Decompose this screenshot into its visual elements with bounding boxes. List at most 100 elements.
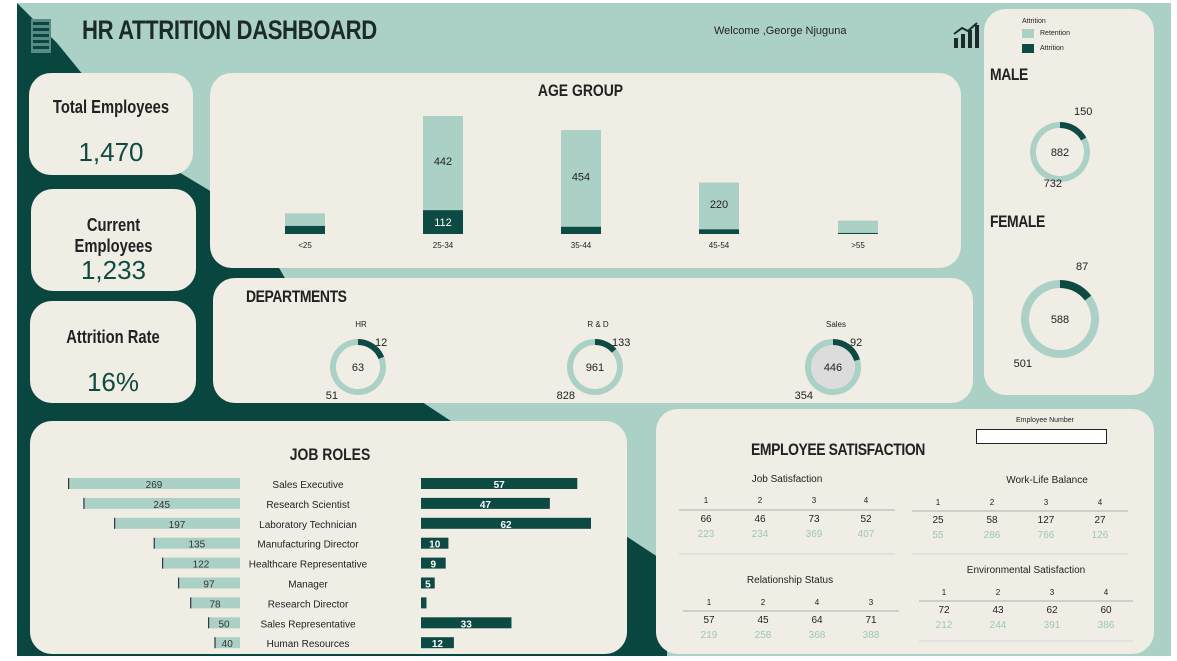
satisfaction-tables: Job Satisfaction166223246234373369452407… [679,474,1133,642]
kpi-card-attrition: Attrition Rate 16% [30,301,196,403]
kpi-value-attrition: 16% [86,367,140,397]
age-retention-data-label: 442 [434,156,452,168]
satisfaction-attrition-cell: 25 [932,515,944,526]
job-roles-chart: 269 Sales Executive 57 245 Research Scientis… [68,478,591,650]
job-role-retention-label: 269 [146,480,163,491]
age-tick-label: <25 [298,241,312,250]
satisfaction-retention-cell: 368 [809,630,826,641]
age-group-title: AGE GROUP [537,81,624,100]
job-role-attrition-label: 47 [480,500,492,511]
female-donut-retention-arc [1021,280,1099,358]
satisfaction-retention-cell: 258 [755,630,772,641]
satisfaction-header-cell: 1 [707,598,712,607]
job-roles-card: JOB ROLES 269 Sales Executive 57 245 Researc… [30,421,627,654]
satisfaction-title: EMPLOYEE SATISFACTION [751,440,925,459]
satisfaction-table-title: Relationship Status [747,575,833,586]
job-role-attrition-bar [421,617,512,629]
job-role-attrition-bar [421,497,550,509]
female-donut-retention-label: 501 [1014,358,1032,370]
kpi-label-attrition: Attrition Rate [66,327,160,347]
department-donut-retention-label: 354 [795,390,813,402]
satisfaction-retention-cell: 234 [752,529,769,540]
legend-swatch-retention [1022,29,1034,38]
legend: Attrition Retention Attrition [1022,18,1070,53]
job-role-retention-bar [208,617,240,629]
job-role-name-label: Human Resources [267,639,350,650]
job-role-retention-bar [177,577,240,589]
satisfaction-table-title: Job Satisfaction [752,474,823,485]
job-role-retention-bar-edge [214,637,216,649]
age-tick-label: 25-34 [433,241,454,250]
female-donut-chart: 588 87 501 [1014,261,1099,370]
age-bar-retention [699,182,739,230]
satisfaction-header-cell: 1 [942,588,947,597]
satisfaction-retention-cell: 244 [990,620,1007,631]
male-donut-center-label: 882 [1051,147,1069,159]
age-attrition-data-label: 112 [434,217,452,229]
satisfaction-attrition-cell: 57 [703,615,715,626]
job-role-retention-label: 97 [203,580,215,591]
job-role-retention-bar-edge [114,517,116,529]
male-donut-retention-arc [1030,122,1090,182]
female-donut-attrition-label: 87 [1076,261,1088,273]
job-role-retention-bar [214,637,240,649]
department-donut-attrition-arc [357,339,385,360]
job-role-retention-label: 122 [193,560,210,571]
age-bar-retention [838,220,878,233]
job-role-attrition-label: 57 [494,480,506,491]
employee-number-input[interactable] [976,429,1107,444]
welcome-text: Welcome ,George Njuguna [714,25,847,37]
department-donut-attrition-label: 92 [850,337,862,349]
department-donut-retention-label: 51 [326,390,338,402]
job-role-attrition-bar [421,577,435,589]
satisfaction-retention-cell: 407 [858,529,875,540]
satisfaction-header-cell: 3 [1050,588,1055,597]
departments-chart: HR 63 12 51 R & D 961 133 828 Sales 446 92 354 [326,320,863,402]
job-role-name-label: Manufacturing Director [257,540,359,551]
male-donut-attrition-arc [1059,122,1087,141]
job-role-attrition-label: 62 [500,520,512,531]
satisfaction-attrition-cell: 72 [938,605,950,616]
age-bar-attrition [423,210,463,234]
satisfaction-attrition-cell: 60 [1100,605,1112,616]
female-title: FEMALE [990,212,1045,231]
kpi-label-current: Current Employees [74,215,153,256]
age-tick-label: >55 [851,241,865,250]
kpi-card-current: Current Employees 1,233 [31,189,196,291]
job-role-attrition-label: 10 [429,540,441,551]
job-role-name-label: Research Director [268,599,349,610]
satisfaction-retention-cell: 369 [806,529,823,540]
satisfaction-retention-cell: 126 [1092,530,1109,541]
satisfaction-header-cell: 4 [864,496,869,505]
satisfaction-header-cell: 3 [812,496,817,505]
legend-title: Attrition [1022,18,1046,25]
department-name-label: R & D [587,320,609,329]
satisfaction-attrition-cell: 27 [1094,515,1106,526]
job-role-retention-label: 40 [222,639,234,650]
job-role-retention-bar [153,537,240,549]
male-donut-attrition-label: 150 [1074,106,1092,118]
departments-card: DEPARTMENTS HR 63 12 51 R & D 961 133 828 Sales 4… [213,278,973,403]
satisfaction-attrition-cell: 46 [754,514,766,525]
department-donut-retention-arc [805,339,861,395]
satisfaction-attrition-cell: 64 [811,615,823,626]
legend-item-attrition: Attrition [1022,44,1070,53]
age-bar-retention [561,130,601,227]
satisfaction-header-cell: 3 [869,598,874,607]
job-role-retention-bar-edge [161,557,164,569]
satisfaction-retention-cell: 388 [863,630,880,641]
job-role-attrition-label: 12 [432,639,444,650]
job-role-attrition-bar [421,557,446,569]
job-role-retention-label: 78 [210,599,222,610]
job-role-retention-label: 135 [188,540,205,551]
job-role-attrition-bar [421,517,591,529]
satisfaction-retention-cell: 223 [698,529,715,540]
bar-chart-icon[interactable] [952,22,980,50]
job-role-retention-bar-edge [153,537,155,549]
department-name-label: HR [355,320,367,329]
job-role-name-label: Laboratory Technician [259,520,357,531]
department-donut-center-fill [811,345,855,389]
age-bar-attrition [285,225,325,234]
job-role-attrition-label: 33 [461,619,473,630]
satisfaction-header-cell: 2 [761,598,766,607]
